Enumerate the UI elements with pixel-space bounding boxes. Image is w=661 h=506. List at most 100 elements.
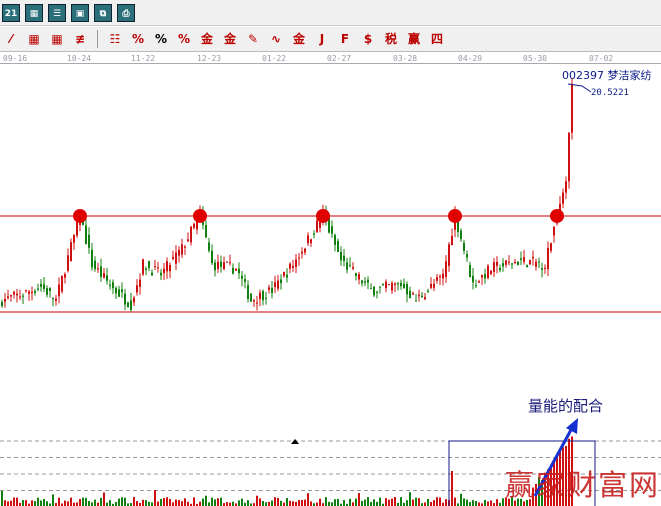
volume-bar (487, 501, 489, 506)
candle-body (52, 298, 54, 300)
candle-body (529, 259, 531, 265)
volume-bar (235, 503, 237, 506)
volume-bar (76, 502, 78, 506)
grid-icon[interactable]: ▦ (28, 32, 40, 46)
stock-name: 002397 梦洁家纺 (562, 69, 652, 82)
candle-body (424, 297, 426, 300)
volume-bar (292, 501, 294, 506)
candle-body (400, 282, 402, 287)
candle-body (274, 282, 276, 288)
candle-body (316, 220, 318, 233)
candle-body (61, 275, 63, 292)
volume-bar (316, 502, 318, 506)
grid2-icon[interactable]: ▦ (51, 32, 63, 46)
printer-icon[interactable]: ⎙ (117, 3, 135, 22)
calendar-icon[interactable]: 21 (2, 3, 20, 22)
volume-bar (241, 498, 243, 506)
candle-body (268, 287, 270, 290)
volume-bar (568, 438, 570, 506)
candle-body (184, 246, 186, 248)
win-icon[interactable]: 赢 (407, 32, 420, 46)
volume-bar (265, 502, 267, 506)
toolbar-tools: ⁄ ▦ ▦ ≢ ☷%%% 金金 ✎ ∿ 金 J F $ 税赢四 (0, 27, 661, 52)
save-icon[interactable]: ▣ (71, 3, 89, 22)
candle-body (553, 226, 555, 236)
volume-bar (385, 498, 387, 506)
candle-body (520, 258, 522, 260)
percent-lines-icon[interactable]: % (177, 32, 191, 46)
percent-icon[interactable]: % (154, 32, 168, 46)
candle-body (130, 300, 132, 310)
candle-body (133, 297, 135, 303)
percent-strike-icon[interactable]: % (131, 32, 145, 46)
candle-body (562, 192, 564, 204)
candle-body (139, 279, 141, 287)
candle-body (364, 281, 366, 283)
j-icon[interactable]: J (319, 32, 325, 46)
volume-bar (115, 501, 117, 506)
volume-bar (478, 502, 480, 506)
candle-body (88, 234, 90, 248)
volume-bar (355, 498, 357, 506)
volume-bar (409, 492, 411, 506)
candle-body (43, 284, 45, 289)
candle-body (310, 239, 312, 244)
volume-bar (349, 498, 351, 506)
candle-body (301, 251, 303, 254)
candle-body (25, 290, 27, 292)
tax-icon[interactable]: 税 (384, 32, 397, 46)
calculator-icon[interactable]: ▦ (25, 3, 43, 22)
candle-body (361, 280, 363, 284)
candle-body (391, 283, 393, 291)
volume-bar (310, 501, 312, 506)
candle-body (463, 242, 465, 251)
volume-bar (343, 500, 345, 506)
candle-body (283, 271, 285, 276)
f-icon[interactable]: F (340, 32, 350, 46)
candle-body (538, 261, 540, 263)
lines-icon[interactable]: ≢ (74, 32, 86, 46)
volume-bar (436, 497, 438, 506)
report-icon[interactable]: ☰ (48, 3, 66, 22)
candle-body (265, 297, 267, 299)
volume-bar (268, 501, 270, 506)
gold-lines-icon[interactable]: 金 (223, 32, 236, 46)
network-icon[interactable]: ⧉ (94, 3, 112, 22)
coin-icon[interactable]: $ (363, 32, 373, 46)
last-price-label: 20.5221 (591, 88, 629, 98)
volume-bar (187, 501, 189, 506)
gold-icon[interactable]: 金 (292, 32, 305, 46)
candle-body (121, 289, 123, 293)
candle-body (97, 268, 99, 270)
volume-bar (82, 497, 84, 506)
list-icon[interactable]: ☷ (109, 32, 121, 46)
candle-body (421, 295, 423, 298)
x-tick-label: 01-22 (262, 54, 287, 63)
candle-body (67, 255, 69, 271)
volume-bar (541, 479, 543, 506)
candle-body (220, 261, 222, 267)
gold-circle-icon[interactable]: 金 (200, 32, 213, 46)
four-icon[interactable]: 四 (430, 32, 443, 46)
volume-bar (496, 499, 498, 506)
peak-marker (316, 208, 330, 223)
volume-bar (79, 499, 81, 506)
volume-bar (106, 502, 108, 506)
candle-body (370, 288, 372, 290)
candle-body (100, 266, 102, 277)
volume-bar (532, 487, 534, 506)
candle-body (475, 285, 477, 287)
volume-bar (571, 436, 573, 506)
wave-icon[interactable]: ∿ (270, 32, 282, 46)
candle-body (109, 284, 111, 286)
pen-icon[interactable]: ✎ (247, 32, 259, 46)
line-icon[interactable]: ⁄ (9, 32, 12, 46)
volume-bar (415, 497, 417, 506)
volume-bar (346, 503, 348, 506)
candle-body (514, 261, 516, 263)
volume-bar (142, 499, 144, 506)
volume-bar (184, 498, 186, 506)
candle-body (286, 274, 288, 278)
volume-bar (451, 471, 453, 506)
